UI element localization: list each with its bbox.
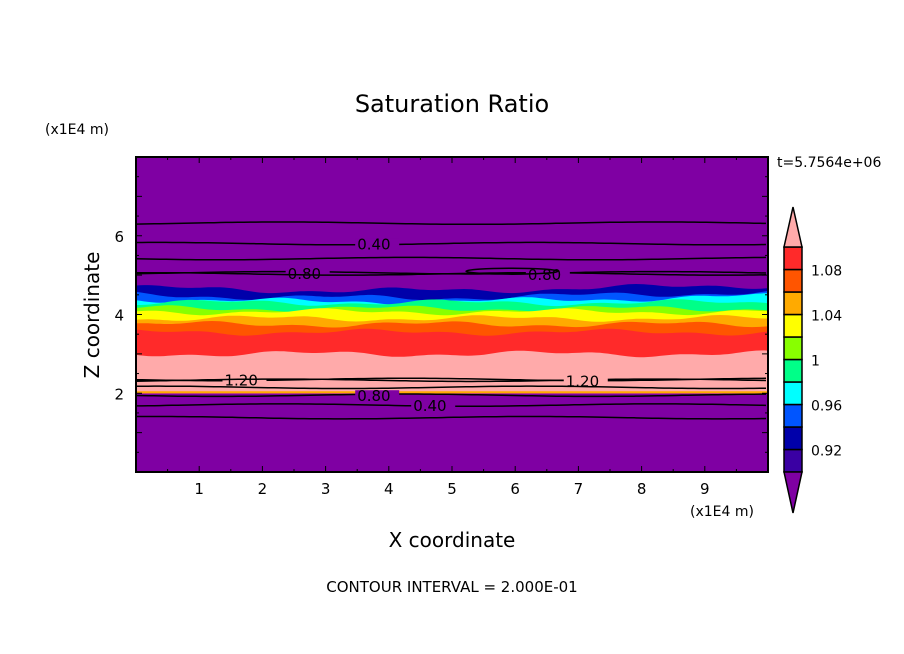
contour-line (135, 393, 766, 398)
contour-line (135, 378, 767, 383)
colorbar-box (783, 291, 803, 316)
colorbar-box (783, 403, 803, 428)
colorbar-tick-label: 1.08 (811, 264, 842, 280)
contour-label-bg (525, 268, 570, 279)
contour-line (136, 271, 767, 276)
colorbar: 0.92 0.96 1 1.04 1.08 (783, 206, 842, 514)
contour-line (136, 241, 767, 246)
x-tick-label: 1 (194, 480, 204, 498)
colorbar-box (783, 448, 803, 473)
y-unit-label: (x1E4 m) (45, 122, 109, 138)
contour-label: 1.20 (224, 371, 257, 389)
y-tick-label: 4 (114, 307, 124, 325)
contour-label: 0.40 (357, 236, 390, 254)
contour-label-bg (355, 238, 400, 249)
colorbar-tick-label: 0.96 (811, 399, 842, 415)
contour-label-bg (411, 400, 456, 411)
x-tick-label: 4 (384, 480, 394, 498)
x-unit-label: (x1E4 m) (690, 504, 754, 520)
contour-label: 0.40 (413, 397, 446, 415)
chart-title: Saturation Ratio (355, 90, 549, 118)
x-tick-label: 7 (574, 480, 584, 498)
contour-line (135, 256, 767, 261)
x-axis-label: X coordinate (389, 528, 516, 552)
colorbar-under-triangle (783, 471, 803, 514)
contour-label-bg (355, 390, 400, 401)
colorbar-box (783, 336, 803, 361)
contour-line (136, 385, 767, 390)
x-tick-label: 2 (258, 480, 268, 498)
contour-label-bg (285, 267, 330, 278)
colorbar-box (783, 313, 803, 338)
colorbar-box (783, 381, 803, 406)
x-tick-label: 5 (447, 480, 457, 498)
colorbar-box (783, 268, 803, 293)
colorbar-box (783, 426, 803, 451)
colorbar-box (783, 358, 803, 383)
colorbar-box (783, 246, 803, 271)
colorbar-tick-label: 1 (811, 354, 820, 370)
x-tick-label: 9 (700, 480, 710, 498)
colorbar-tick-label: 1.04 (811, 309, 842, 325)
contour-label: 1.20 (566, 372, 599, 390)
axes: 1 2 3 4 5 6 7 8 9 2 4 6 (114, 156, 769, 498)
x-tick-label: 6 (510, 480, 520, 498)
colorbar-tick-label: 0.92 (811, 444, 842, 460)
contour-line (465, 267, 559, 275)
contour-interval-footer: CONTOUR INTERVAL = 2.000E-01 (326, 578, 577, 596)
contour-label: 0.80 (288, 265, 321, 283)
filled-band (136, 350, 768, 394)
plot-area: 0.400.80 0.801.20 1.200.800.40 (135, 157, 768, 472)
contour-label-bg (563, 375, 608, 386)
x-tick-label: 8 (637, 480, 647, 498)
y-tick-label: 2 (114, 385, 124, 403)
colorbar-over-triangle (783, 206, 803, 248)
contour-line (136, 415, 767, 420)
time-label: t=5.7564e+06 (777, 155, 881, 171)
y-tick-label: 6 (114, 228, 124, 246)
contour-line (135, 221, 767, 226)
x-tick-label: 3 (321, 480, 331, 498)
filled-band (136, 391, 768, 394)
contour-label: 0.80 (357, 387, 390, 405)
y-axis-label: Z coordinate (80, 252, 104, 379)
